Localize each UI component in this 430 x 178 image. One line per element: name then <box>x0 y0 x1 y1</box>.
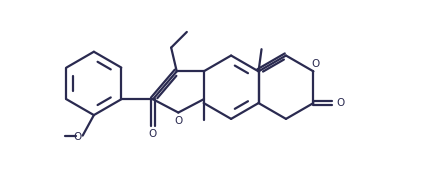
Text: O: O <box>174 116 182 126</box>
Text: O: O <box>149 129 157 139</box>
Text: O: O <box>74 132 82 142</box>
Text: O: O <box>311 59 319 69</box>
Text: O: O <box>337 98 345 108</box>
